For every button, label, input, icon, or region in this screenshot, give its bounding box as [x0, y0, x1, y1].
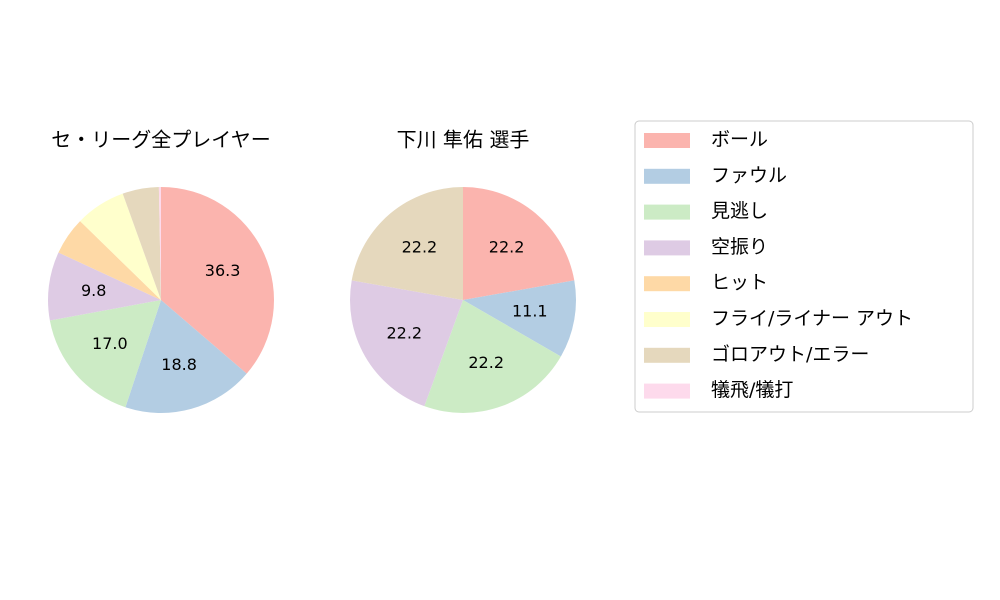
legend-swatch	[644, 312, 690, 327]
pie-slice	[463, 187, 575, 300]
chart-title: 下川 隼佑 選手	[397, 128, 530, 152]
pie-slice	[122, 187, 161, 300]
legend-box	[634, 120, 974, 413]
legend-label: フライ/ライナー アウト	[711, 308, 913, 330]
pie-slice	[350, 280, 463, 407]
pie-slice	[161, 187, 274, 374]
legend-label: ゴロアウト/エラー	[711, 343, 869, 365]
chart-title: セ・リーグ全プレイヤー	[51, 128, 270, 152]
slice-label: 22.2	[386, 323, 422, 342]
pie-slice	[424, 300, 561, 413]
pie-slice	[58, 221, 161, 300]
legend-label: 見逃し	[711, 200, 768, 222]
legend-label: 犠飛/犠打	[711, 379, 793, 401]
pie-slice	[48, 252, 161, 321]
legend-label: ファウル	[711, 164, 787, 186]
legend-label: ボール	[711, 129, 768, 151]
slice-label: 18.8	[161, 355, 197, 374]
legend-swatch	[644, 347, 690, 363]
slice-label: 17.0	[92, 334, 128, 353]
legend-label: ヒット	[711, 272, 768, 294]
pie-slice	[80, 193, 161, 300]
slice-label: 22.2	[468, 353, 504, 372]
pie-slice	[158, 187, 161, 300]
legend-label: 空振り	[711, 236, 768, 258]
slice-label: 9.8	[81, 281, 106, 300]
slice-label: 22.2	[402, 238, 438, 257]
slice-label: 22.2	[489, 238, 525, 257]
legend-swatch	[644, 133, 690, 148]
legend-swatch	[644, 240, 690, 256]
legend-swatch	[644, 276, 690, 292]
pie-slice	[49, 300, 161, 408]
pie-slice	[351, 187, 463, 300]
slice-label: 36.3	[205, 261, 241, 280]
slice-label: 11.1	[512, 301, 548, 320]
legend-swatch	[644, 383, 690, 399]
legend-swatch	[644, 168, 690, 184]
legend-swatch	[644, 204, 690, 220]
pie-slice	[463, 280, 576, 357]
pie-slice	[125, 300, 247, 413]
